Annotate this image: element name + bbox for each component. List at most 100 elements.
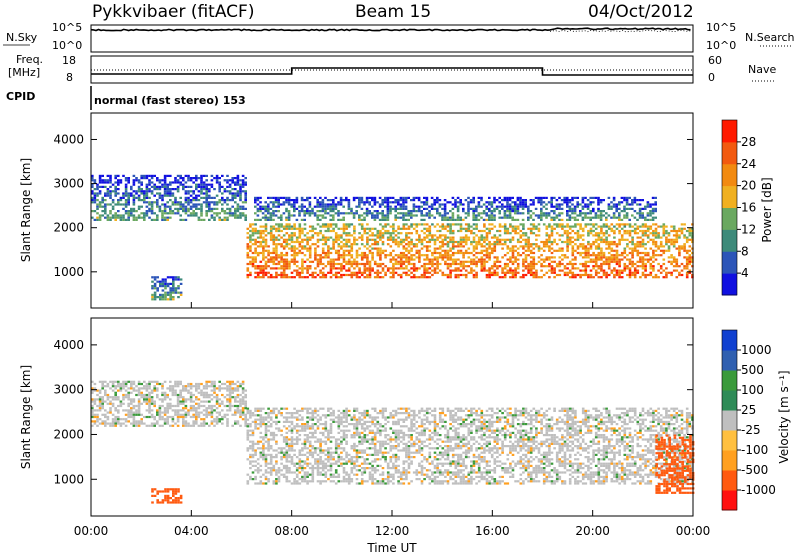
power-cell: [390, 276, 393, 278]
velocity-cell: [226, 398, 229, 400]
velocity-cell: [247, 412, 250, 414]
power-cell: [590, 223, 593, 225]
power-cell: [293, 276, 296, 278]
velocity-cell: [226, 401, 229, 403]
power-cell: [343, 252, 346, 254]
power-cell: [322, 267, 325, 269]
power-cell: [446, 212, 449, 214]
power-cell: [101, 206, 104, 208]
velocity-cell: [239, 403, 242, 405]
power-cell: [655, 237, 658, 239]
power-cell: [650, 274, 653, 276]
power-cell: [436, 210, 439, 212]
velocity-cell: [148, 385, 151, 387]
power-cell: [657, 263, 660, 265]
power-cell: [449, 232, 452, 234]
power-cell: [369, 252, 372, 254]
power-cell: [254, 230, 257, 232]
velocity-cell: [120, 405, 123, 407]
power-cell: [686, 267, 689, 269]
power-cell: [486, 276, 489, 278]
power-cell: [177, 188, 180, 190]
power-cell: [143, 212, 146, 214]
power-cell: [283, 201, 286, 203]
power-cell: [107, 219, 110, 221]
power-cell: [296, 274, 299, 276]
power-cell: [545, 197, 548, 199]
power-cell: [275, 199, 278, 201]
power-cell: [151, 186, 154, 188]
velocity-cell: [182, 416, 185, 418]
power-cell: [491, 267, 494, 269]
power-cell: [395, 259, 398, 261]
power-cell: [608, 228, 611, 230]
velocity-cell: [146, 387, 149, 389]
power-cell: [229, 199, 232, 201]
power-cell: [655, 243, 658, 245]
power-cell: [603, 232, 606, 234]
power-cell: [631, 265, 634, 267]
velocity-cell: [172, 387, 175, 389]
power-cell: [496, 241, 499, 243]
power-cell: [343, 254, 346, 256]
power-cell: [280, 267, 283, 269]
power-cell: [340, 197, 343, 199]
velocity-cell: [179, 383, 182, 385]
power-cell: [543, 250, 546, 252]
power-cell: [481, 230, 484, 232]
power-cell: [267, 272, 270, 274]
power-cell: [657, 232, 660, 234]
power-cell: [509, 212, 512, 214]
power-cell: [151, 276, 154, 278]
power-cell: [392, 274, 395, 276]
power-cell: [533, 223, 536, 225]
power-cell: [244, 195, 247, 197]
power-cell: [462, 228, 465, 230]
freq-tick-low: 8: [66, 71, 73, 84]
velocity-cell: [164, 497, 167, 499]
power-cell: [407, 210, 410, 212]
power-cell: [348, 234, 351, 236]
power-cell: [551, 265, 554, 267]
power-cell: [611, 248, 614, 250]
power-cell: [198, 199, 201, 201]
power-cell: [572, 259, 575, 261]
velocity-cell: [138, 423, 141, 425]
power-cell: [512, 237, 515, 239]
power-cell: [587, 217, 590, 219]
power-cell: [130, 214, 133, 216]
power-cell: [504, 214, 507, 216]
velocity-cell: [143, 387, 146, 389]
velocity-cell: [185, 420, 188, 422]
power-cell: [444, 228, 447, 230]
power-cell: [366, 256, 369, 258]
velocity-cell: [244, 394, 247, 396]
power-cell: [475, 245, 478, 247]
power-cell: [507, 263, 510, 265]
power-cell: [434, 234, 437, 236]
power-cell: [224, 199, 227, 201]
power-cell: [382, 250, 385, 252]
power-cell: [628, 219, 631, 221]
power-cell: [384, 232, 387, 234]
power-cell: [265, 272, 268, 274]
power-cell: [364, 256, 367, 258]
power-cell: [384, 254, 387, 256]
velocity-cell: [237, 387, 240, 389]
power-cell: [592, 197, 595, 199]
power-cell: [309, 256, 312, 258]
velocity-cell: [249, 460, 252, 462]
power-cell: [169, 292, 172, 294]
velocity-cell: [192, 394, 195, 396]
power-cell: [572, 241, 575, 243]
velocity-cell: [122, 418, 125, 420]
power-cell: [457, 217, 460, 219]
velocity-cell: [205, 416, 208, 418]
velocity-cell: [151, 414, 154, 416]
power-cell: [237, 179, 240, 181]
power-cell: [299, 241, 302, 243]
power-cell: [603, 226, 606, 228]
velocity-cell: [190, 383, 193, 385]
velocity-cell: [104, 425, 107, 427]
power-cell: [226, 199, 229, 201]
